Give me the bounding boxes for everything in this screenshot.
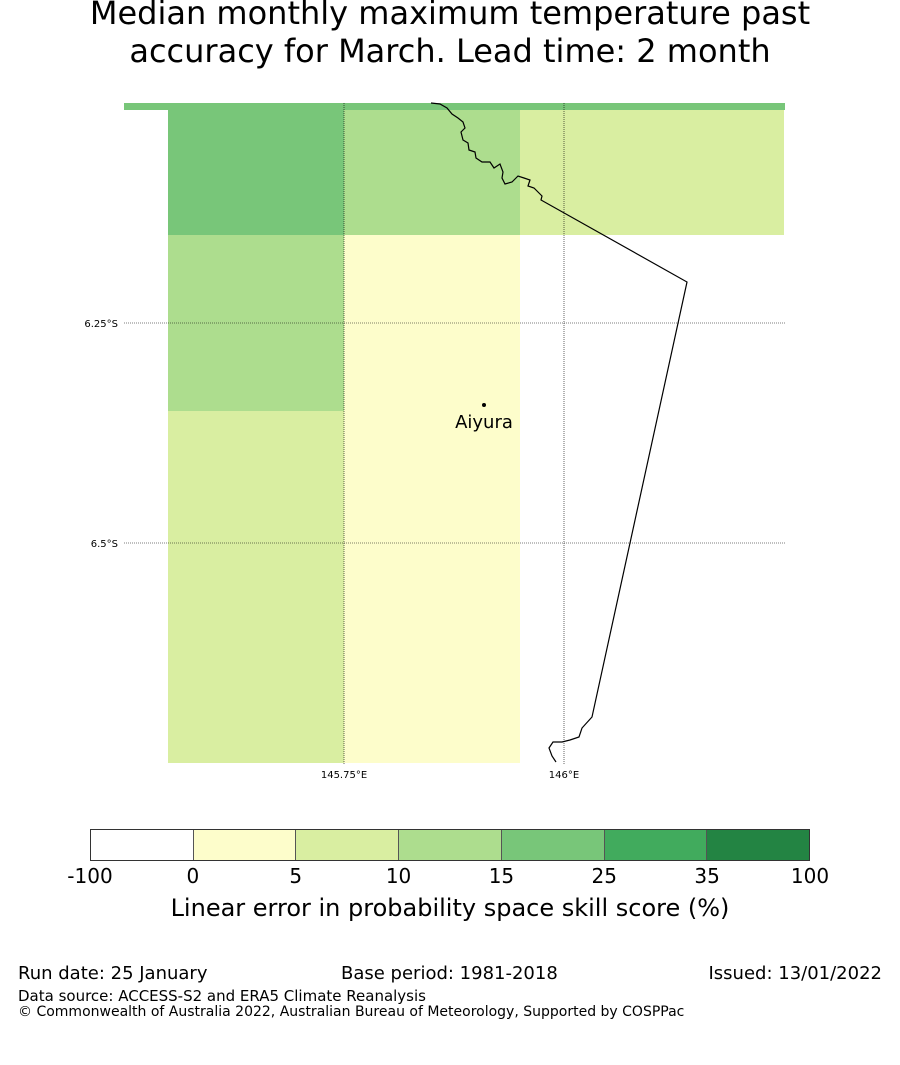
colorbar-tick-6: 35 <box>694 864 720 888</box>
colorbar-tick-5: 25 <box>591 864 618 888</box>
grid-cell-1 <box>344 103 520 235</box>
colorbar-tick-2: 5 <box>289 864 303 888</box>
colorbar-tick-7: 100 <box>790 864 830 888</box>
grid-cell-2 <box>520 103 784 235</box>
top-strip <box>124 103 785 110</box>
colorbar-tick-1: 0 <box>186 864 200 888</box>
colorbar-tick-0: -100 <box>67 864 113 888</box>
lat-label-6-25: 6.25°S <box>84 319 118 330</box>
coastline <box>430 102 688 763</box>
colorbar-segment-4 <box>501 830 605 860</box>
lon-label-145-75: 145.75°E <box>321 770 367 781</box>
run-date: Run date: 25 January <box>18 963 208 984</box>
colorbar-tick-4: 15 <box>488 864 515 888</box>
skill-grid <box>168 103 784 763</box>
colorbar <box>90 829 810 861</box>
grid-cell-7 <box>344 411 520 763</box>
colorbar-segment-2 <box>296 830 400 860</box>
chart-title: Median monthly maximum temperature past … <box>0 0 900 70</box>
lon-label-146: 146°E <box>549 770 579 781</box>
colorbar-segment-5 <box>604 830 708 860</box>
issued-date: Issued: 13/01/2022 <box>708 963 882 984</box>
title-line-2: accuracy for March. Lead time: 2 month <box>129 32 771 70</box>
lat-label-6-5: 6.5°S <box>91 539 118 550</box>
map-panel: 6.25°S 6.5°S 145.75°E 146°E Aiyura <box>84 102 785 781</box>
title-line-1: Median monthly maximum temperature past <box>89 0 811 32</box>
grid-cell-6 <box>168 411 344 763</box>
grid-cell-0 <box>168 103 344 235</box>
colorbar-label: Linear error in probability space skill … <box>170 894 730 922</box>
colorbar-segment-3 <box>399 830 502 860</box>
base-period: Base period: 1981-2018 <box>341 963 558 984</box>
aiyura-label: Aiyura <box>455 412 513 433</box>
colorbar-tick-3: 10 <box>385 864 412 888</box>
grid-cell-8 <box>520 411 784 763</box>
colorbar-segment-1 <box>193 830 297 860</box>
aiyura-marker <box>482 403 486 407</box>
colorbar-segment-0 <box>91 830 194 860</box>
data-source: Data source: ACCESS-S2 and ERA5 Climate … <box>18 987 426 1005</box>
colorbar-segment-6 <box>707 830 810 860</box>
copyright: © Commonwealth of Australia 2022, Austra… <box>18 1004 685 1020</box>
